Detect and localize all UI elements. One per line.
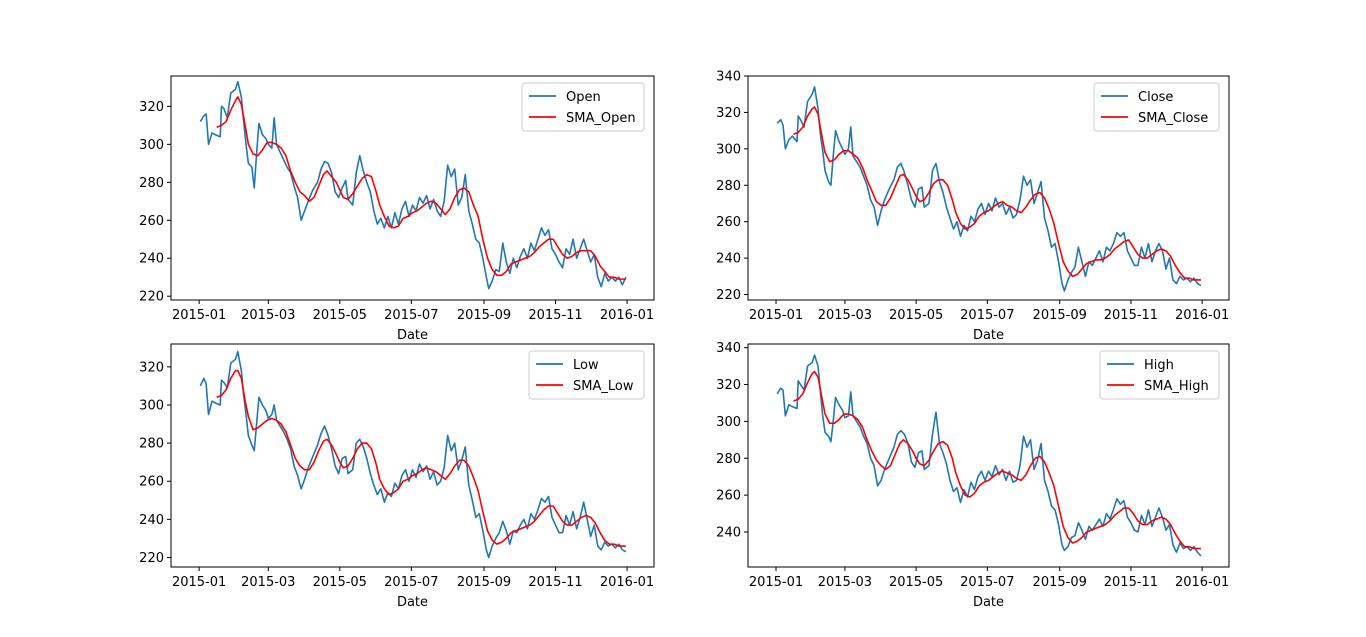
x-tick-label: 2015-05 [889,575,943,590]
x-tick-label: 2015-01 [749,575,803,590]
y-tick-label: 280 [139,437,164,452]
series-line-sma-low [216,369,626,547]
x-tick-label: 2016-01 [600,575,654,590]
y-tick-label: 240 [716,525,741,540]
x-tick-label: 2016-01 [1175,308,1229,323]
x-axis-label: Date [973,328,1004,343]
y-tick-label: 260 [716,215,741,230]
series-line-high [776,354,1202,557]
x-tick-label: 2015-01 [172,575,226,590]
x-axis-label: Date [397,328,428,343]
x-tick-label: 2015-09 [457,575,511,590]
legend-box [528,350,645,400]
y-tick-label: 340 [716,70,741,85]
y-tick-label: 300 [716,142,741,157]
y-tick-label: 280 [139,176,164,191]
x-tick-label: 2015-07 [960,308,1014,323]
x-tick-label: 2015-05 [313,575,367,590]
y-tick-label: 240 [139,513,164,528]
y-tick-label: 220 [139,290,164,305]
x-tick-label: 2015-01 [749,308,803,323]
legend: Close SMA_Close [1093,82,1220,132]
x-tick-label: 2016-01 [600,308,654,323]
legend: Low SMA_Low [528,350,645,400]
x-tick-label: 2015-09 [1033,575,1087,590]
subplot-2: 2015-01 2015-03 2015-05 2015-07 2015-09 2015-… [716,70,1230,343]
axes-frame [747,343,1230,568]
y-tick-label: 280 [716,452,741,467]
legend: High SMA_High [1099,350,1220,400]
x-axis-label: Date [973,595,1004,610]
axes-frame [747,75,1230,301]
x-tick-label: 2015-05 [313,308,367,323]
axes-frame [170,343,655,568]
legend: Open SMA_Open [521,82,645,132]
x-tick-label: 2015-11 [528,308,582,323]
legend-label: SMA_Low [573,379,634,394]
series-line-sma-close [793,106,1201,281]
x-tick-label: 2015-09 [457,308,511,323]
legend-label: Close [1138,90,1173,105]
x-tick-label: 2015-07 [384,575,438,590]
series-line-low [199,350,627,559]
series-line-sma-high [793,370,1201,550]
x-tick-label: 2015-05 [889,308,943,323]
y-tick-label: 320 [716,378,741,393]
y-tick-label: 320 [716,106,741,121]
y-tick-label: 320 [139,100,164,115]
x-tick-label: 2015-03 [241,575,295,590]
y-tick-label: 300 [139,138,164,153]
legend-label: Open [566,90,601,105]
x-tick-label: 2015-11 [1104,575,1158,590]
y-tick-label: 280 [716,179,741,194]
legend-box [1093,82,1220,132]
x-tick-label: 2015-11 [528,575,582,590]
y-tick-label: 300 [716,415,741,430]
series-line-sma-open [216,96,626,280]
y-tick-label: 220 [139,551,164,566]
x-tick-label: 2015-03 [818,575,872,590]
y-tick-label: 240 [716,252,741,267]
series-line-close [776,86,1202,292]
y-tick-label: 260 [716,489,741,504]
x-tick-label: 2015-07 [960,575,1014,590]
legend-label: High [1144,358,1174,373]
legend-label: SMA_High [1144,379,1209,394]
x-tick-label: 2015-09 [1033,308,1087,323]
y-tick-label: 240 [139,252,164,267]
y-tick-label: 220 [716,288,741,303]
x-tick-label: 2015-03 [818,308,872,323]
subplot-1: 2015-01 2015-03 2015-05 2015-07 2015-09 2015-… [139,75,655,343]
y-tick-label: 300 [139,398,164,413]
subplot-3: 2015-01 2015-03 2015-05 2015-07 2015-09 2015-… [139,343,655,610]
x-tick-label: 2015-01 [172,308,226,323]
series-line-open [199,80,627,290]
x-axis-label: Date [397,595,428,610]
legend-label: Low [573,358,599,373]
legend-box [1099,350,1220,400]
axes-frame [170,75,655,301]
y-tick-label: 340 [716,341,741,356]
legend-label: SMA_Open [566,111,636,126]
legend-label: SMA_Close [1138,111,1208,126]
x-tick-label: 2015-03 [241,308,295,323]
x-tick-label: 2015-07 [384,308,438,323]
x-tick-label: 2015-11 [1104,308,1158,323]
x-tick-label: 2016-01 [1175,575,1229,590]
y-tick-label: 320 [139,360,164,375]
y-tick-label: 260 [139,475,164,490]
legend-box [521,82,645,132]
subplot-4: 2015-01 2015-03 2015-05 2015-07 2015-09 2015-… [716,341,1230,610]
y-tick-label: 260 [139,214,164,229]
